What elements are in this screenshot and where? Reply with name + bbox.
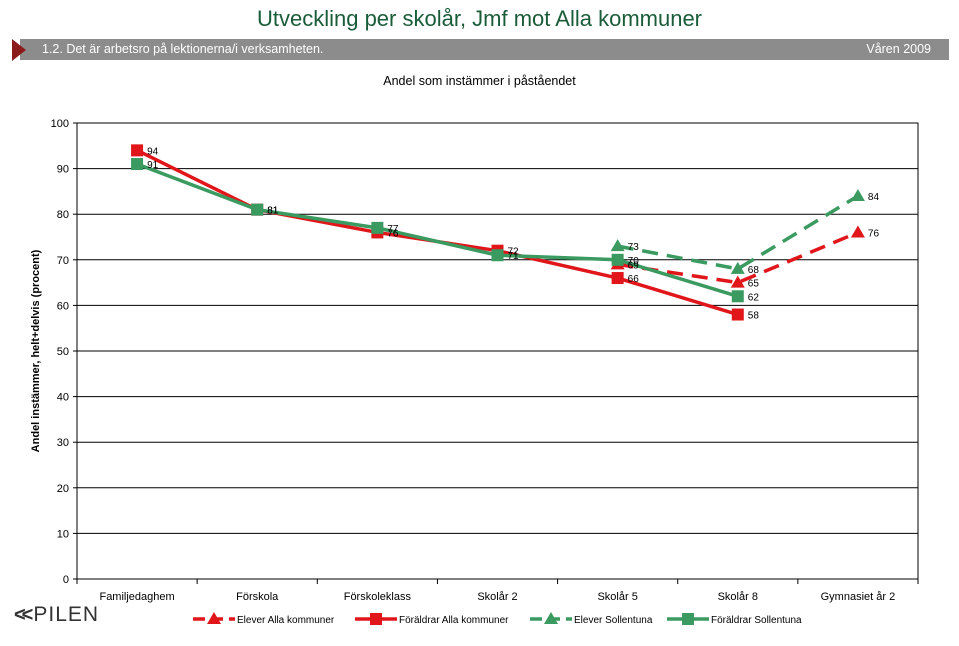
data-label: 58 <box>748 311 760 322</box>
data-label: 94 <box>147 146 159 157</box>
data-point <box>730 275 745 288</box>
series-line-1 <box>136 148 739 317</box>
data-label: 70 <box>628 256 640 267</box>
question-banner: 1.2. Det är arbetsro på lektionerna/i ve… <box>12 39 949 61</box>
data-label: 68 <box>748 265 760 276</box>
data-point <box>850 225 865 238</box>
data-label: 76 <box>387 228 399 239</box>
logo-text: PILEN <box>33 603 100 626</box>
data-label: 66 <box>628 274 640 285</box>
y-tick-label: 90 <box>57 164 69 176</box>
data-label: 91 <box>147 160 159 171</box>
series-line-3 <box>136 162 739 298</box>
legend-marker <box>207 612 221 624</box>
series-line-0 <box>617 230 859 285</box>
data-point <box>731 308 744 321</box>
x-tick-label: Familjedaghem <box>99 591 174 603</box>
data-label: 62 <box>748 292 760 303</box>
y-tick-label: 40 <box>57 392 69 404</box>
period-label: Våren 2009 <box>866 42 931 56</box>
x-tick-label: Skolår 5 <box>597 591 637 603</box>
y-tick-label: 10 <box>57 528 69 540</box>
y-tick-label: 70 <box>57 255 69 267</box>
legend-label: Föräldrar Alla kommuner <box>399 615 509 626</box>
data-point <box>731 290 744 303</box>
data-label: 84 <box>868 192 880 203</box>
y-tick-label: 0 <box>63 574 69 586</box>
data-point <box>610 239 625 252</box>
y-tick-label: 60 <box>57 300 69 312</box>
question-text: 1.2. Det är arbetsro på lektionerna/i ve… <box>42 42 324 56</box>
y-tick-label: 100 <box>51 118 69 130</box>
data-label: 76 <box>868 228 880 239</box>
data-point <box>730 261 745 274</box>
data-label: 72 <box>508 247 520 258</box>
x-tick-label: Skolår 8 <box>718 591 758 603</box>
data-label: 73 <box>628 242 640 253</box>
data-point <box>371 221 384 234</box>
data-label: 81 <box>267 206 279 217</box>
legend-marker <box>544 612 558 624</box>
series-line-2 <box>617 194 859 271</box>
legend-marker <box>682 613 694 625</box>
legend-marker <box>370 613 382 625</box>
y-tick-label: 20 <box>57 483 69 495</box>
data-label: 65 <box>748 279 760 290</box>
x-tick-label: Gymnasiet år 2 <box>821 591 896 603</box>
data-point <box>491 249 504 262</box>
legend-label: Elever Sollentuna <box>574 615 653 626</box>
x-tick-label: Förskoleklass <box>344 591 412 603</box>
legend-label: Elever Alla kommuner <box>237 615 335 626</box>
legend-label: Föräldrar Sollentuna <box>711 615 802 626</box>
page-title: Utveckling per skolår, Jmf mot Alla komm… <box>256 6 703 31</box>
data-point <box>131 158 144 171</box>
data-label: 71 <box>508 251 520 262</box>
x-tick-label: Skolår 2 <box>477 591 517 603</box>
data-point <box>611 253 624 266</box>
data-point <box>850 188 865 201</box>
y-tick-label: 30 <box>57 437 69 449</box>
x-tick-label: Förskola <box>236 591 279 603</box>
y-tick-label: 80 <box>57 209 69 221</box>
chevron-logo-icon: << <box>14 604 33 626</box>
banner-arrow-icon <box>12 39 26 61</box>
y-tick-label: 50 <box>57 346 69 358</box>
y-axis-label: Andel instämmer, helt+delvis (procent) <box>30 249 42 452</box>
data-label: 69 <box>628 260 640 271</box>
data-label: 77 <box>387 224 399 235</box>
pilen-logo: << PILEN <box>14 603 99 627</box>
data-point <box>251 203 264 216</box>
data-label: 81 <box>267 206 279 217</box>
data-point <box>131 144 144 157</box>
chart-title: Andel som instämmer i påståendet <box>383 74 576 88</box>
data-point <box>611 272 624 285</box>
